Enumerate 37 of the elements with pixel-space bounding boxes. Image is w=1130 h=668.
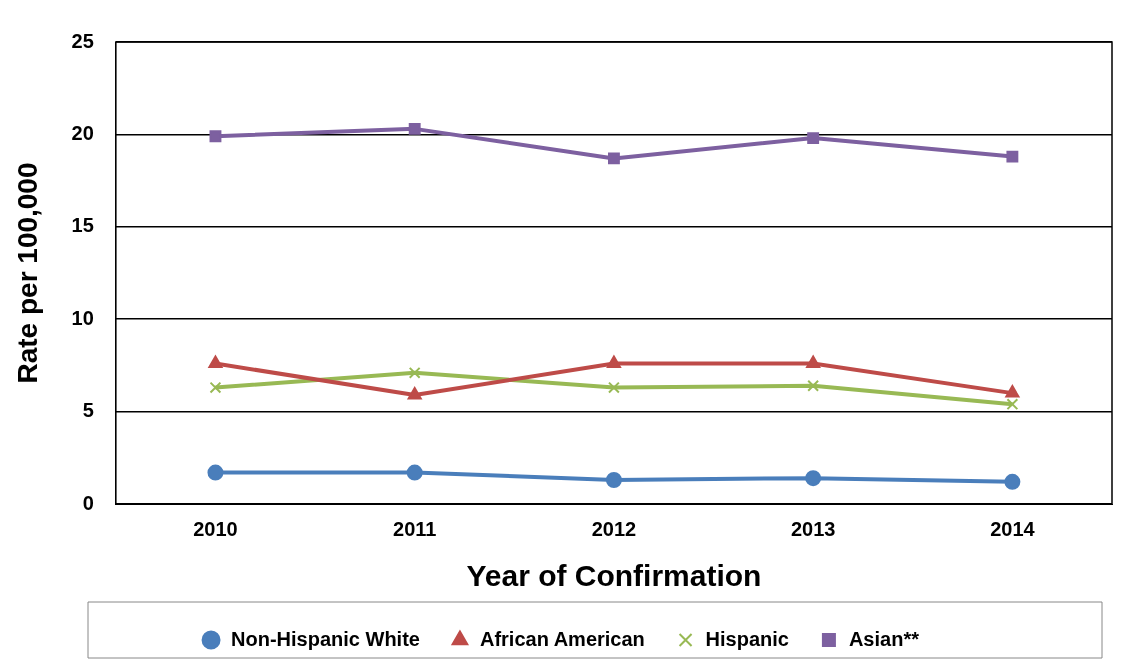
point — [1005, 385, 1020, 398]
y-tick-label: 0 — [82, 491, 94, 514]
y-tick-label: 10 — [71, 306, 94, 329]
point — [207, 464, 224, 481]
x-tick-label: 2013 — [790, 517, 836, 540]
legend-label: Hispanic — [705, 627, 789, 650]
point — [1004, 473, 1021, 490]
y-tick-label: 15 — [71, 214, 94, 237]
point — [807, 379, 820, 392]
legend-label: Non-Hispanic White — [231, 627, 420, 650]
y-tick-label: 25 — [71, 29, 94, 52]
point — [408, 366, 421, 379]
y-tick-label: 20 — [71, 121, 94, 144]
y-axis-title: Rate per 100,000 — [11, 162, 43, 384]
point — [607, 152, 620, 165]
point — [605, 471, 622, 488]
x-tick-label: 2012 — [591, 517, 637, 540]
point — [209, 381, 222, 394]
point — [807, 132, 820, 145]
point — [805, 470, 822, 487]
point — [607, 381, 620, 394]
x-tick-label: 2014 — [990, 517, 1036, 540]
legend-label: African American — [479, 627, 645, 650]
point — [806, 355, 821, 369]
legend-label: Asian** — [848, 627, 920, 650]
point — [208, 355, 223, 369]
point — [408, 122, 421, 135]
point — [406, 464, 423, 481]
x-tick-label: 2010 — [193, 517, 238, 540]
y-tick-label: 5 — [82, 399, 94, 422]
point — [407, 386, 422, 400]
point — [606, 355, 621, 369]
point — [209, 130, 222, 143]
x-tick-label: 2011 — [393, 517, 437, 540]
point — [1006, 150, 1019, 163]
x-axis-title: Year of Confirmation — [466, 559, 762, 593]
point — [1006, 398, 1019, 411]
